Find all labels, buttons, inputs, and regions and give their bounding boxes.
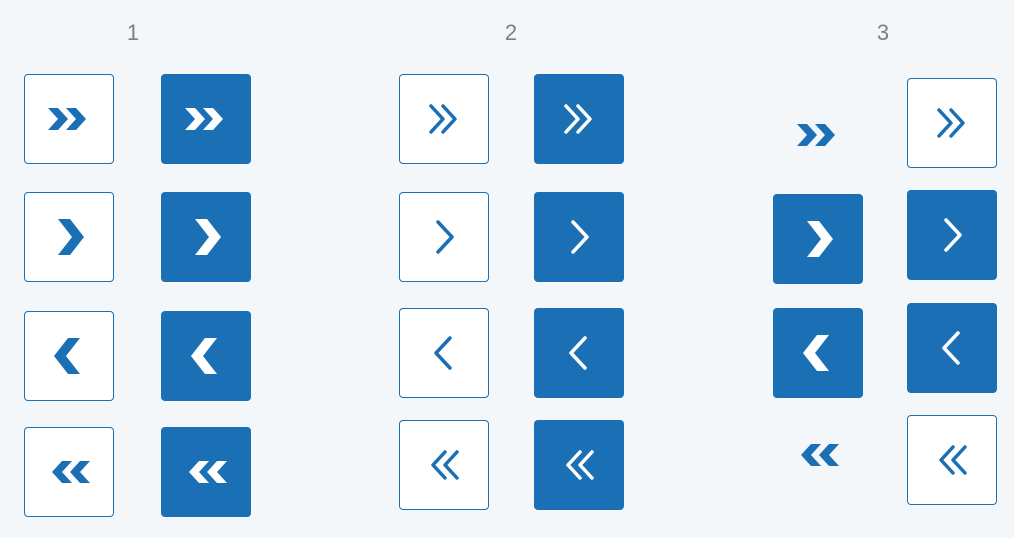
double-chevron-left-icon <box>414 435 474 495</box>
double-chevron-right-icon <box>549 89 609 149</box>
chevron-left-icon <box>922 318 982 378</box>
chevron-left-icon <box>176 326 236 386</box>
set1-last-outlined-button[interactable] <box>24 74 114 164</box>
chevron-right-icon <box>549 207 609 267</box>
set-label-3: 3 <box>876 20 890 45</box>
double-chevron-right-icon <box>788 105 848 165</box>
set2-last-filled-button[interactable] <box>534 74 624 164</box>
set3-last-outlined-button[interactable] <box>907 78 997 168</box>
double-chevron-left-icon <box>788 425 848 485</box>
chevron-right-icon <box>39 207 99 267</box>
set-label-2: 2 <box>504 20 518 45</box>
set3-first-outlined-button[interactable] <box>907 415 997 505</box>
set1-previous-filled-button[interactable] <box>161 311 251 401</box>
set3-first-bare-button[interactable] <box>773 410 863 500</box>
double-chevron-left-icon <box>176 442 236 502</box>
set1-first-filled-button[interactable] <box>161 427 251 517</box>
set1-previous-outlined-button[interactable] <box>24 311 114 401</box>
set3-last-bare-button[interactable] <box>773 90 863 180</box>
set1-next-filled-button[interactable] <box>161 192 251 282</box>
double-chevron-right-icon <box>39 89 99 149</box>
set1-next-outlined-button[interactable] <box>24 192 114 282</box>
chevron-left-icon <box>39 326 99 386</box>
set2-next-filled-button[interactable] <box>534 192 624 282</box>
set3-previous-filled-bold-button[interactable] <box>773 308 863 398</box>
set3-previous-filled-thin-button[interactable] <box>907 303 997 393</box>
chevron-right-icon <box>414 207 474 267</box>
chevron-left-icon <box>414 323 474 383</box>
double-chevron-left-icon <box>549 435 609 495</box>
chevron-right-icon <box>176 207 236 267</box>
set3-next-filled-bold-button[interactable] <box>773 194 863 284</box>
set2-next-outlined-button[interactable] <box>399 192 489 282</box>
set2-previous-filled-button[interactable] <box>534 308 624 398</box>
set1-last-filled-button[interactable] <box>161 74 251 164</box>
set3-next-filled-thin-button[interactable] <box>907 190 997 280</box>
double-chevron-left-icon <box>39 442 99 502</box>
double-chevron-right-icon <box>922 93 982 153</box>
chevron-right-icon <box>922 205 982 265</box>
set2-last-outlined-button[interactable] <box>399 74 489 164</box>
double-chevron-left-icon <box>922 430 982 490</box>
double-chevron-right-icon <box>414 89 474 149</box>
chevron-left-icon <box>549 323 609 383</box>
set2-first-outlined-button[interactable] <box>399 420 489 510</box>
set2-first-filled-button[interactable] <box>534 420 624 510</box>
set1-first-outlined-button[interactable] <box>24 427 114 517</box>
chevron-right-icon <box>788 209 848 269</box>
set-label-1: 1 <box>126 20 140 45</box>
double-chevron-right-icon <box>176 89 236 149</box>
chevron-left-icon <box>788 323 848 383</box>
set2-previous-outlined-button[interactable] <box>399 308 489 398</box>
